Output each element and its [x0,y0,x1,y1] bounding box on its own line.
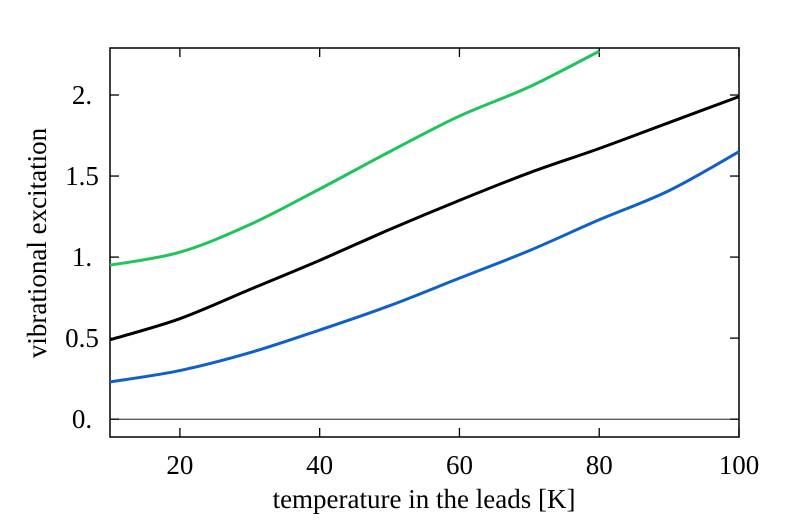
y-tick-label: 2. [72,80,92,110]
plot-frame [109,47,740,438]
x-tick-label: 20 [166,450,193,480]
x-tick-label: 40 [306,450,333,480]
x-tick-label: 80 [586,450,613,480]
y-tick-label: 0. [72,404,92,434]
y-tick-label: 1. [72,242,92,272]
x-tick-label: 100 [719,450,760,480]
y-axis-label: vibrational excitation [22,127,52,358]
y-tick-label: 1.5 [65,161,99,191]
series-line [109,95,740,342]
series-line [109,150,740,384]
series-line [109,49,600,267]
x-tick-label: 60 [446,450,473,480]
x-axis-label: temperature in the leads [K] [273,484,576,514]
y-tick-label: 0.5 [65,323,99,353]
